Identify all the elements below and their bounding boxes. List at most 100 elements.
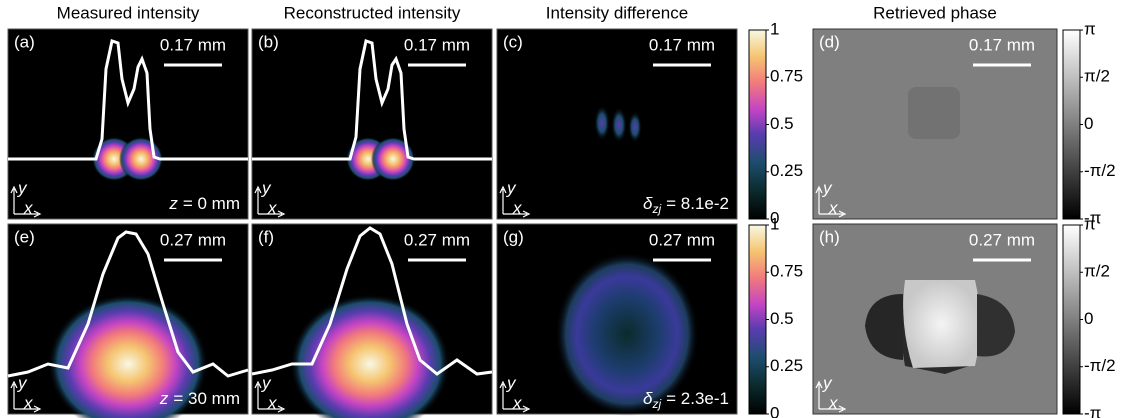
panel-note: z = 0 mm <box>168 194 240 213</box>
panel: (e) 0.27 mm yx z = 30 mm <box>7 223 249 418</box>
axis-arrows <box>10 380 42 413</box>
panel: (g) 0.27 mm yx δzj = 2.3e-1 <box>496 223 738 416</box>
axis-arrows <box>815 185 847 218</box>
panel-label: (c) <box>503 32 523 51</box>
phase-region <box>865 294 903 360</box>
colorbar-label: 0.25 <box>770 356 803 375</box>
scale-label: 0.27 mm <box>649 230 715 249</box>
axis-y: y <box>17 178 28 197</box>
colorbar <box>1062 224 1081 415</box>
panel-background <box>251 28 493 220</box>
axis-x: x <box>828 393 838 412</box>
profile-line <box>7 230 249 378</box>
colorbar-label: 0.75 <box>770 67 803 86</box>
axis-arrows <box>10 185 42 218</box>
scale-label: 0.17 mm <box>404 35 470 54</box>
axis-arrows <box>254 380 286 413</box>
axis-x: x <box>828 198 838 217</box>
colorbar-label: 0 <box>770 403 779 418</box>
colorbar-label: -π/2 <box>1084 356 1116 375</box>
residual <box>594 105 610 141</box>
note-value: = 0 mm <box>183 194 240 213</box>
colorbar-label: 0 <box>1084 114 1093 133</box>
axis-x: x <box>512 393 522 412</box>
scale-label: 0.27 mm <box>404 230 470 249</box>
phase-region <box>977 294 1015 357</box>
axis-arrows <box>499 380 531 413</box>
axis-y: y <box>506 178 517 197</box>
note-subscript: zj <box>651 397 661 411</box>
note-variable: δ <box>643 389 653 408</box>
scale-label: 0.27 mm <box>160 230 226 249</box>
panel: (a) 0.17 mm yx z = 0 mm <box>7 28 249 220</box>
note-variable: z <box>168 194 178 213</box>
scale-label: 0.17 mm <box>160 35 226 54</box>
profile-line <box>251 226 493 376</box>
note-value: = 30 mm <box>173 389 240 408</box>
panel-label: (d) <box>819 32 840 51</box>
note-value: = 2.3e-1 <box>666 389 729 408</box>
colorbar-label: π <box>1084 214 1096 233</box>
colorbar-label: 0 <box>770 208 779 227</box>
panel-label: (e) <box>14 227 35 246</box>
profile-line <box>8 39 248 161</box>
phase-region <box>903 280 980 368</box>
colorbar-label: 0.75 <box>770 262 803 281</box>
axis-arrows <box>815 380 847 413</box>
scale-label: 0.17 mm <box>969 35 1035 54</box>
colorbar-label: 0 <box>1084 309 1093 328</box>
scale-label: 0.27 mm <box>969 230 1035 249</box>
column-header: Reconstructed intensity <box>284 3 461 22</box>
panel-label: (h) <box>819 227 840 246</box>
axis-y: y <box>17 373 28 392</box>
panel: (d) 0.17 mm yx <box>812 28 1058 220</box>
colorbar-label: 1 <box>770 19 779 38</box>
axis-y: y <box>261 178 272 197</box>
colorbar <box>748 29 767 220</box>
panel-note: δzj = 8.1e-2 <box>643 194 729 216</box>
axis-arrows <box>499 185 531 218</box>
residual <box>611 107 627 143</box>
axis-x: x <box>267 198 277 217</box>
colorbar-label: -π <box>1084 208 1101 227</box>
note-subscript: zj <box>651 202 661 216</box>
panel-label: (g) <box>503 227 524 246</box>
colorbar-label: 0.25 <box>770 161 803 180</box>
profile-line <box>252 39 492 161</box>
beam-spot <box>371 137 415 181</box>
panel-label: (a) <box>14 32 35 51</box>
column-header: Intensity difference <box>546 3 688 22</box>
colorbar-label: -π/2 <box>1084 161 1116 180</box>
axis-x: x <box>512 198 522 217</box>
axis-x: x <box>23 393 33 412</box>
note-variable: z <box>159 389 169 408</box>
colorbar-label: 1 <box>770 214 779 233</box>
colorbar-label: π/2 <box>1084 67 1110 86</box>
column-header: Measured intensity <box>57 3 200 22</box>
scale-label: 0.17 mm <box>649 35 715 54</box>
colorbar <box>748 224 767 415</box>
note-value: = 8.1e-2 <box>666 194 729 213</box>
panel-background <box>7 28 249 220</box>
panel: (h) 0.27 mm yx <box>812 223 1058 415</box>
axis-y: y <box>261 373 272 392</box>
colorbar-label: -π <box>1084 403 1101 418</box>
colorbar-label: 0.5 <box>770 114 794 133</box>
colorbar-label: 0.5 <box>770 309 794 328</box>
panel: (c) 0.17 mm yx δzj = 8.1e-2 <box>496 28 738 220</box>
colorbar-label: π/2 <box>1084 262 1110 281</box>
panel-note: z = 30 mm <box>159 389 240 408</box>
panel-label: (f) <box>258 227 274 246</box>
note-variable: δ <box>643 194 653 213</box>
axis-y: y <box>506 373 517 392</box>
axis-x: x <box>23 198 33 217</box>
axis-y: y <box>822 178 833 197</box>
axis-arrows <box>254 185 286 218</box>
phase-region <box>908 87 960 139</box>
colorbar-label: π <box>1084 19 1096 38</box>
residual <box>628 111 642 143</box>
residual <box>555 252 699 416</box>
panel-label: (b) <box>258 32 279 51</box>
panel: (f) 0.27 mm yx <box>251 223 493 418</box>
